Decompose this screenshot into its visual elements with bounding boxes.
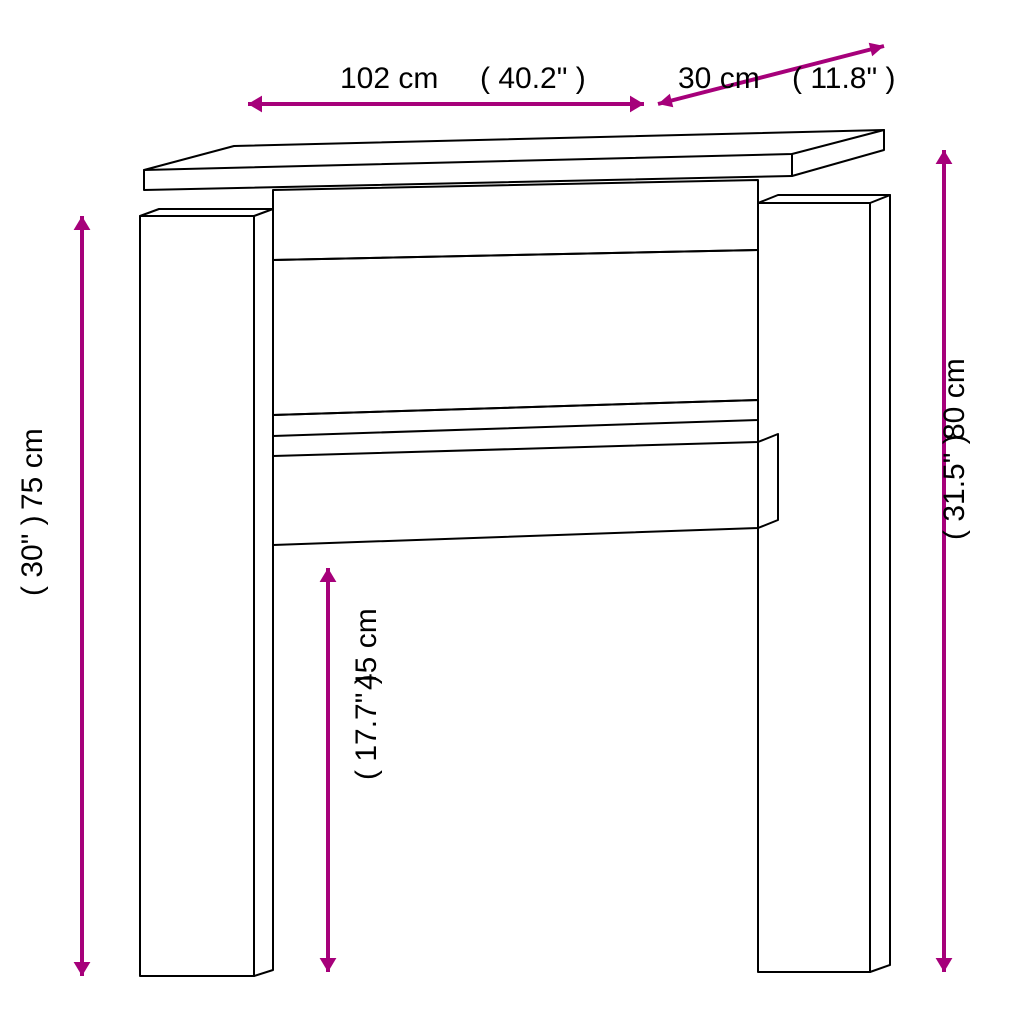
- label-height-total-in: ( 31.5" ): [938, 434, 971, 540]
- label-width-cm: 102 cm: [340, 62, 438, 95]
- dim-width: [248, 96, 644, 113]
- dim-shelf_height: [320, 568, 337, 972]
- label-depth-cm: 30 cm: [678, 62, 760, 95]
- label-shelf-height-in: ( 17.7" ): [350, 674, 383, 780]
- label-height-side-in: ( 30" ): [16, 515, 49, 596]
- dim-height_side: [74, 216, 91, 976]
- label-height-total-cm: 80 cm: [938, 358, 971, 440]
- label-width-in: ( 40.2" ): [480, 62, 586, 95]
- furniture-outline: [140, 130, 890, 976]
- dim-height_total: [936, 150, 953, 972]
- label-depth-in: ( 11.8" ): [792, 62, 895, 95]
- label-height-side-cm: 75 cm: [16, 428, 49, 510]
